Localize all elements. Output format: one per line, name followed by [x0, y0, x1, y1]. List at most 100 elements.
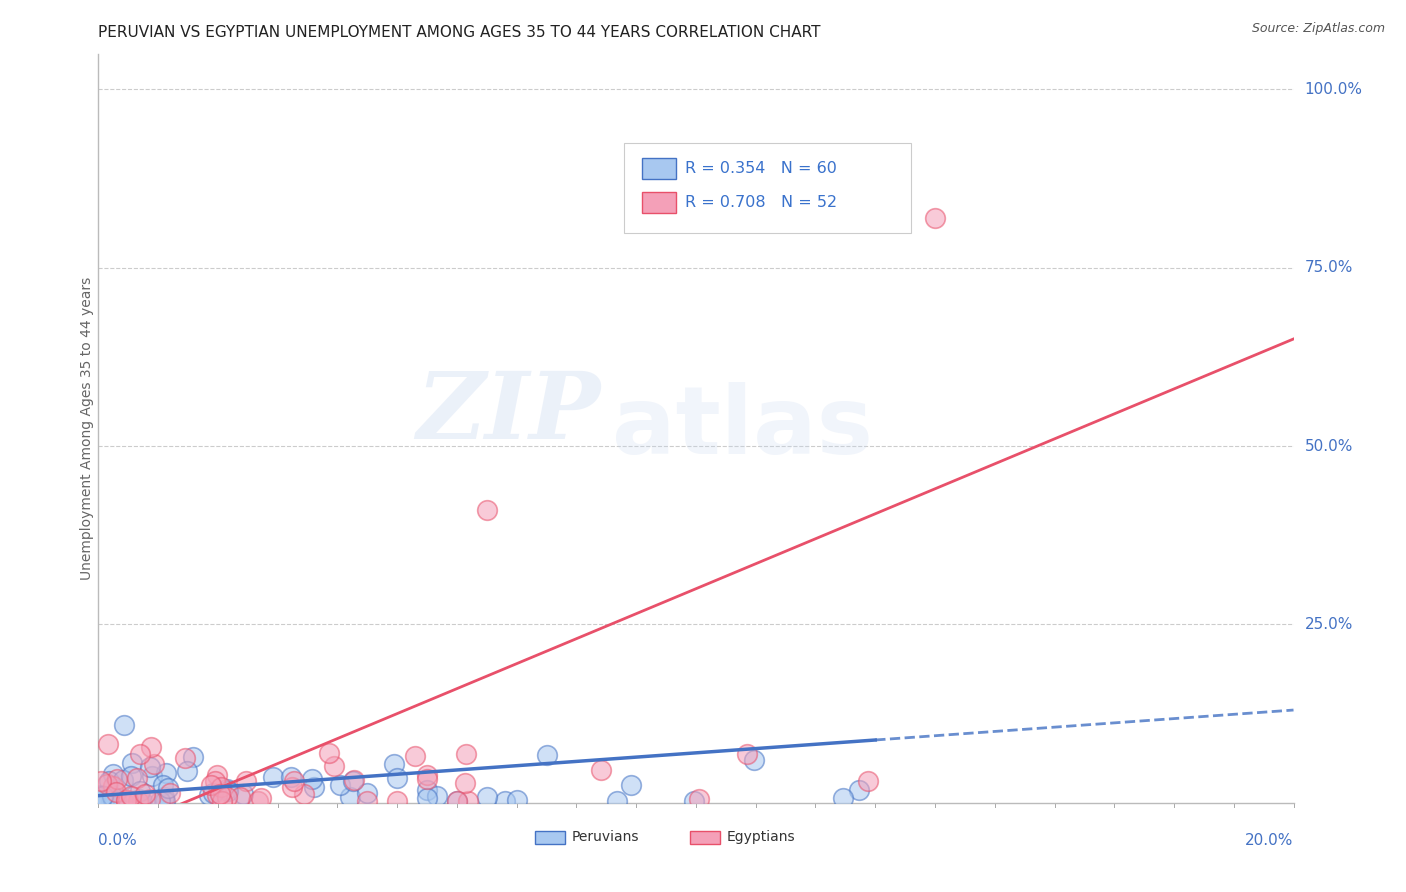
Point	[356, 786, 378, 800]
Point	[735, 747, 758, 761]
Point	[100, 794, 122, 808]
Point	[153, 794, 176, 808]
Bar	[643, 192, 676, 213]
Text: PERUVIAN VS EGYPTIAN UNEMPLOYMENT AMONG AGES 35 TO 44 YEARS CORRELATION CHART: PERUVIAN VS EGYPTIAN UNEMPLOYMENT AMONG …	[98, 25, 821, 40]
Text: Source: ZipAtlas.com: Source: ZipAtlas.com	[1251, 22, 1385, 36]
Point	[211, 794, 233, 808]
Point	[606, 794, 628, 808]
Point	[120, 769, 142, 783]
Point	[682, 794, 704, 808]
Point	[301, 772, 323, 787]
Point	[426, 789, 449, 803]
Point	[446, 794, 468, 808]
Point	[139, 760, 162, 774]
Point	[91, 789, 114, 803]
Point	[208, 787, 231, 801]
Point	[127, 771, 149, 785]
Point	[112, 794, 135, 808]
Point	[262, 770, 284, 784]
Point	[115, 793, 138, 807]
Point	[104, 793, 127, 807]
Point	[155, 794, 177, 808]
Point	[416, 772, 439, 787]
Point	[103, 780, 125, 794]
Point	[101, 767, 124, 781]
Point	[205, 768, 228, 782]
Point	[155, 765, 177, 780]
Point	[215, 781, 238, 796]
Text: Egyptians: Egyptians	[727, 830, 796, 844]
Text: ZIP: ZIP	[416, 368, 600, 458]
Point	[339, 789, 361, 804]
Point	[117, 792, 139, 806]
Point	[343, 772, 366, 787]
Point	[141, 769, 163, 783]
Point	[742, 753, 765, 767]
Point	[197, 788, 219, 802]
Point	[831, 790, 853, 805]
Point	[129, 747, 152, 761]
Point	[454, 776, 477, 790]
Point	[90, 788, 112, 802]
Point	[292, 787, 315, 801]
Point	[134, 787, 156, 801]
Point	[249, 791, 271, 805]
Point	[128, 792, 150, 806]
Point	[181, 750, 204, 764]
Point	[128, 783, 150, 797]
Point	[329, 778, 352, 792]
Point	[121, 756, 143, 770]
Point	[247, 794, 270, 808]
Point	[105, 785, 128, 799]
Point	[131, 794, 153, 808]
Point	[97, 737, 120, 751]
Point	[506, 792, 529, 806]
Point	[924, 211, 946, 225]
Point	[114, 718, 136, 732]
Point	[138, 791, 160, 805]
Point	[120, 789, 142, 804]
Point	[127, 794, 149, 808]
Point	[280, 780, 302, 794]
Point	[446, 794, 468, 808]
Text: Peruvians: Peruvians	[572, 830, 640, 844]
Point	[856, 773, 879, 788]
Bar	[690, 830, 720, 844]
FancyBboxPatch shape	[624, 144, 911, 234]
Bar	[534, 830, 565, 844]
Point	[385, 793, 409, 807]
Point	[318, 747, 340, 761]
Point	[475, 789, 498, 804]
Point	[143, 757, 166, 772]
Text: 25.0%: 25.0%	[1305, 617, 1353, 632]
Text: 0.0%: 0.0%	[98, 833, 138, 848]
Point	[103, 794, 125, 808]
Text: 100.0%: 100.0%	[1305, 82, 1362, 96]
Point	[322, 759, 344, 773]
Point	[115, 794, 138, 808]
Text: atlas: atlas	[613, 382, 873, 475]
Point	[404, 749, 426, 764]
Point	[217, 784, 239, 798]
Point	[536, 748, 558, 763]
Point	[342, 773, 364, 788]
Point	[235, 774, 257, 789]
Point	[475, 503, 498, 517]
Text: R = 0.354   N = 60: R = 0.354 N = 60	[685, 161, 837, 177]
Point	[200, 779, 222, 793]
Point	[589, 764, 612, 778]
Text: 20.0%: 20.0%	[1246, 833, 1294, 848]
Point	[416, 791, 439, 805]
Point	[152, 778, 174, 792]
Point	[176, 764, 198, 779]
Point	[101, 794, 124, 808]
Point	[112, 772, 135, 787]
Point	[229, 790, 252, 805]
Point	[139, 740, 162, 755]
Point	[416, 768, 439, 782]
Point	[382, 756, 405, 771]
Point	[204, 774, 226, 789]
Point	[98, 773, 121, 788]
Point	[848, 783, 870, 797]
Point	[304, 780, 326, 794]
